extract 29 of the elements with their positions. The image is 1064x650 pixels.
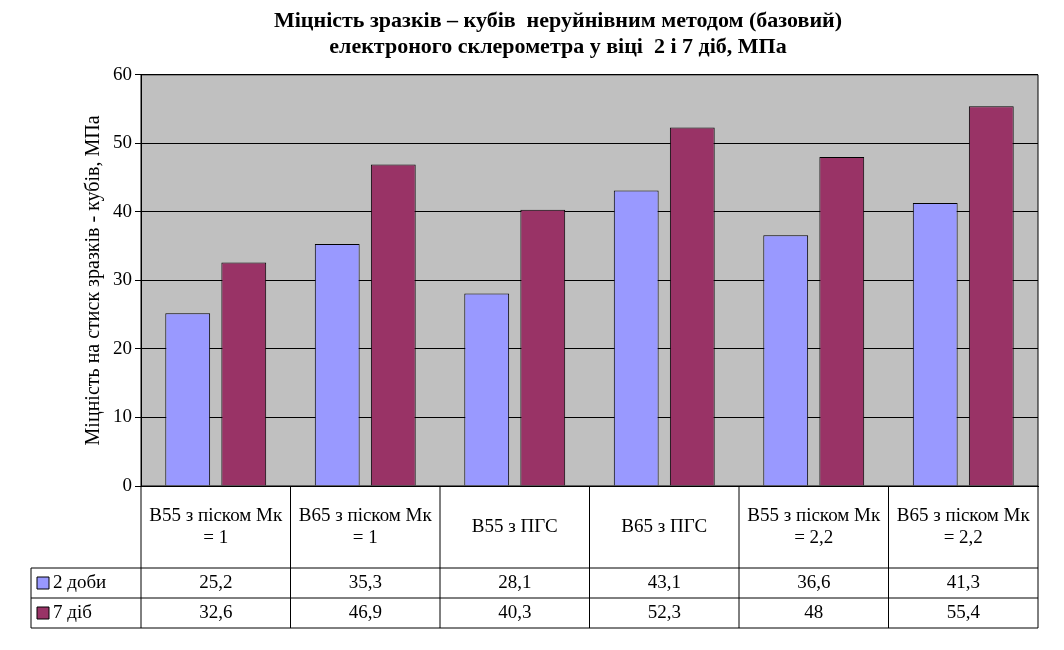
y-tick-label: 30 (113, 268, 132, 290)
data-label: 36,6 (797, 570, 831, 592)
x-tick-label: В65 з ПГС (621, 514, 708, 536)
data-label: 48 (804, 600, 824, 622)
y-axis-title: Міцність на стиск зразків - кубів, МПа (81, 115, 105, 446)
data-label: 55,4 (946, 600, 981, 622)
y-tick-label: 40 (113, 199, 132, 221)
y-tick-label: 10 (113, 405, 132, 427)
y-tick-label: 0 (122, 473, 132, 495)
data-label: 43,1 (647, 570, 681, 592)
chart-title: Міцність зразків – кубів неруйнівним методом (базовий) електроного склерометра у віці 2 і 7 діб, МПа (273, 6, 843, 59)
data-label: 28,1 (498, 570, 532, 592)
x-tick-label: В65 з піском Мк = 2,2 (896, 503, 1031, 547)
data-label: 41,3 (946, 570, 980, 592)
y-tick-label: 20 (113, 336, 132, 358)
data-label: 25,2 (199, 570, 233, 592)
x-tick-label: В65 з піском Мк = 1 (298, 503, 433, 547)
legend-label: 7 діб (53, 600, 92, 622)
data-label: 35,3 (348, 570, 382, 592)
x-tick-label: В55 з ПГС (471, 514, 558, 536)
x-tick-label: В55 з піском Мк = 2,2 (747, 503, 881, 547)
data-label: 40,3 (498, 600, 532, 622)
y-tick-label: 60 (113, 62, 132, 84)
data-label: 52,3 (647, 600, 681, 622)
legend-label: 2 доби (53, 570, 107, 592)
data-label: 32,6 (199, 600, 233, 622)
y-tick-label: 50 (113, 131, 132, 153)
x-tick-label: В55 з піском Мк = 1 (149, 503, 283, 547)
data-label: 46,9 (348, 600, 382, 622)
